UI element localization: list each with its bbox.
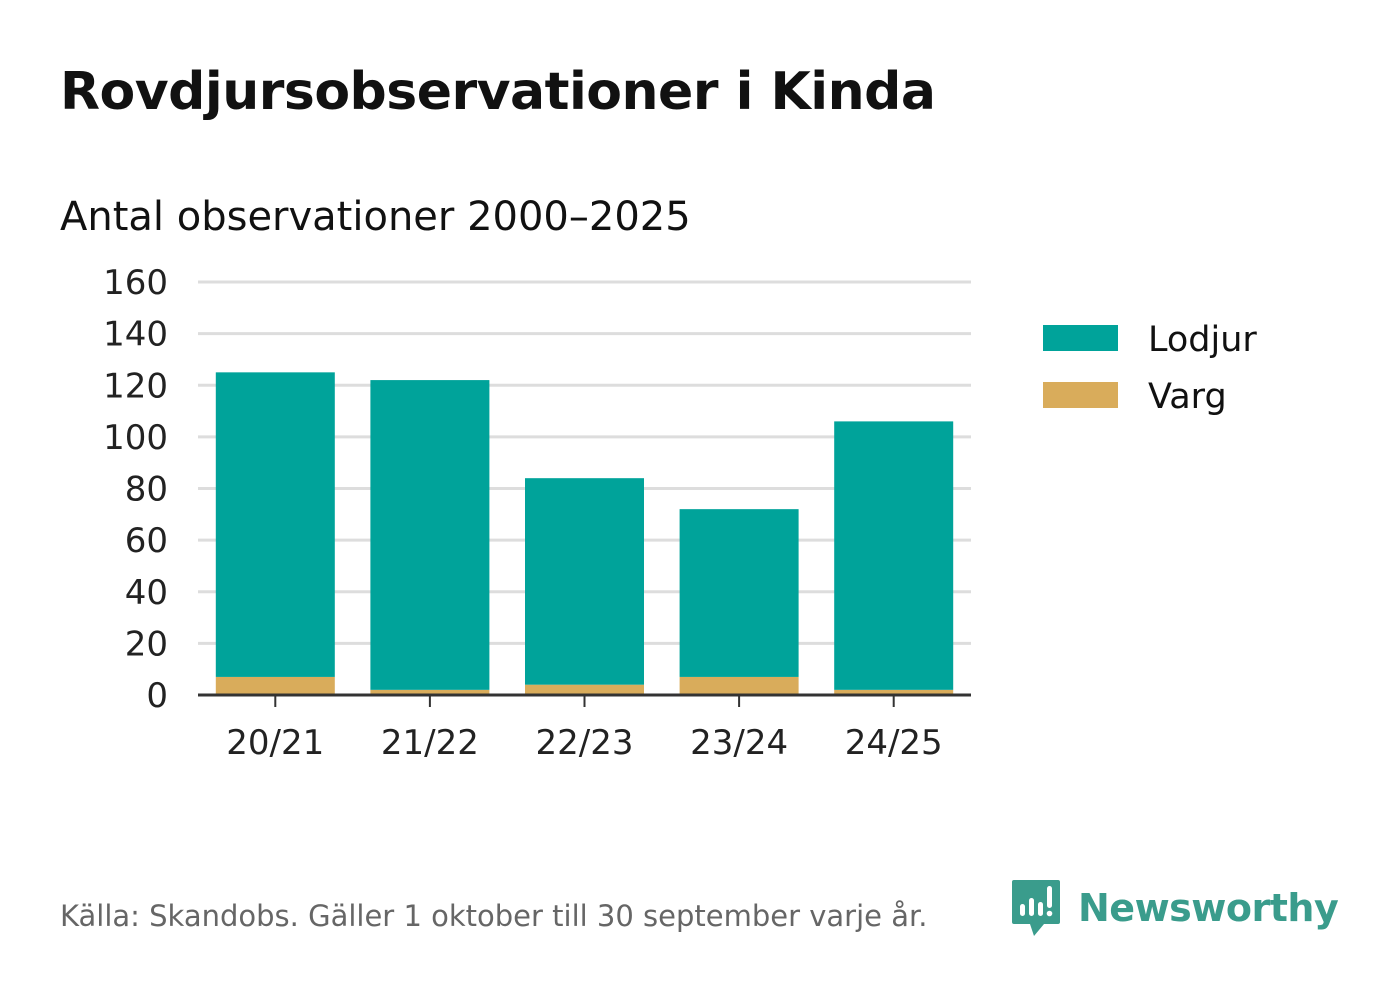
chart-subtitle: Antal observationer 2000–2025 xyxy=(60,194,691,240)
x-tick-label: 24/25 xyxy=(845,723,943,763)
y-tick-label: 120 xyxy=(103,366,168,406)
x-tick-label: 23/24 xyxy=(690,723,788,763)
bar-varg xyxy=(215,676,335,695)
brand-name: Newsworthy xyxy=(1078,886,1339,930)
y-tick-label: 160 xyxy=(103,263,168,303)
newsworthy-logo: Newsworthy xyxy=(1010,878,1339,938)
legend-swatch-lodjur xyxy=(1043,325,1118,351)
source-note: Källa: Skandobs. Gäller 1 oktober till 3… xyxy=(60,899,928,933)
bar-lodjur xyxy=(215,372,335,677)
chart-title: Rovdjursobservationer i Kinda xyxy=(60,62,936,122)
bar-lodjur xyxy=(679,509,799,677)
y-tick-label: 140 xyxy=(103,315,168,355)
bar-lodjur xyxy=(834,421,954,690)
bar-varg xyxy=(679,676,799,695)
legend: Lodjur Varg xyxy=(1043,320,1257,417)
legend-swatch-varg xyxy=(1043,382,1118,408)
y-tick-label: 80 xyxy=(125,470,168,510)
bars xyxy=(215,372,954,695)
newsworthy-logo-icon xyxy=(1012,880,1060,936)
bar-varg xyxy=(834,689,954,695)
x-axis-ticks: 20/21 21/22 22/23 23/24 24/25 xyxy=(226,695,943,763)
bar-varg xyxy=(370,689,490,695)
y-tick-label: 100 xyxy=(103,418,168,458)
bar-varg xyxy=(525,684,644,695)
legend-label-lodjur: Lodjur xyxy=(1148,320,1257,360)
bar-lodjur xyxy=(370,380,490,690)
y-tick-label: 60 xyxy=(125,521,168,561)
x-tick-label: 20/21 xyxy=(226,723,324,763)
y-tick-label: 40 xyxy=(125,573,168,613)
x-tick-label: 22/23 xyxy=(536,723,634,763)
y-axis-ticks: 0 20 40 60 80 100 120 140 160 xyxy=(103,263,168,716)
bar-lodjur xyxy=(525,478,644,685)
y-tick-label: 0 xyxy=(146,676,168,716)
x-tick-label: 21/22 xyxy=(381,723,479,763)
y-tick-label: 20 xyxy=(125,624,168,664)
legend-label-varg: Varg xyxy=(1148,377,1227,417)
